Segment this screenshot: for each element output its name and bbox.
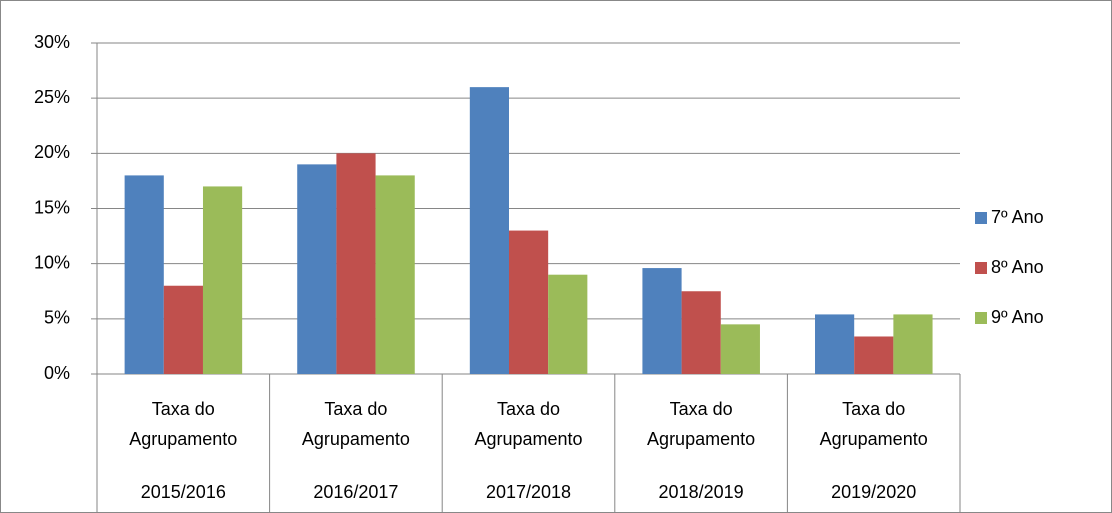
bar — [297, 164, 337, 374]
category-label: Taxa do Agrupamento — [819, 399, 928, 449]
y-tick-label: 15% — [34, 197, 70, 217]
y-tick-label: 20% — [34, 142, 70, 162]
category-period: 2017/2018 — [485, 482, 572, 502]
category-period: 2015/2016 — [140, 482, 226, 502]
bar — [124, 175, 164, 374]
category-label: Taxa do Agrupamento — [474, 399, 583, 449]
legend-swatch — [975, 212, 987, 224]
bar — [375, 175, 415, 374]
y-tick-label: 5% — [44, 308, 70, 328]
bar — [642, 268, 682, 374]
bar — [815, 314, 855, 374]
bar — [720, 324, 760, 374]
bar — [548, 274, 588, 374]
y-tick-label: 0% — [44, 363, 70, 383]
bar — [163, 285, 203, 374]
bar — [893, 314, 933, 374]
legend-label: 7º Ano — [991, 207, 1044, 227]
y-tick-label: 30% — [34, 32, 70, 52]
category-period: 2018/2019 — [658, 482, 744, 502]
bar — [508, 230, 549, 374]
category-label: Taxa do Agrupamento — [647, 399, 756, 449]
bar — [681, 291, 721, 374]
bar — [202, 186, 243, 374]
bar — [854, 336, 894, 374]
category-period: 2016/2017 — [313, 482, 399, 502]
legend-swatch — [975, 312, 987, 324]
legend-label: 8º Ano — [991, 257, 1044, 277]
legend-swatch — [975, 262, 987, 274]
category-label: Taxa do Agrupamento — [129, 399, 238, 449]
y-tick-label: 10% — [34, 252, 70, 272]
legend-label: 9º Ano — [991, 307, 1044, 327]
bar — [336, 153, 376, 374]
bar — [469, 87, 509, 374]
category-period: 2019/2020 — [831, 482, 917, 502]
y-tick-label: 25% — [34, 87, 70, 107]
category-label: Taxa do Agrupamento — [301, 399, 410, 449]
